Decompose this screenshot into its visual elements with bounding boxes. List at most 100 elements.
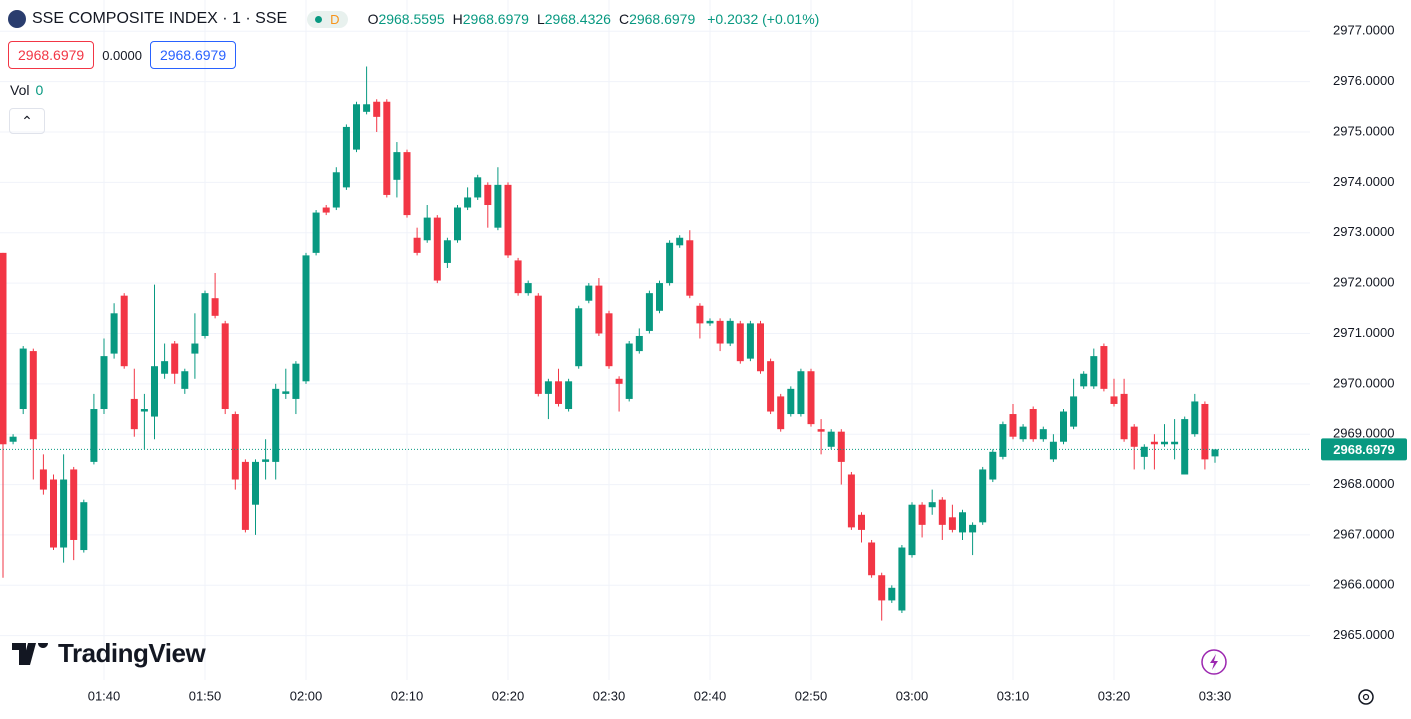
ohlc-value: 2968.6979 xyxy=(629,11,696,27)
candle-body xyxy=(474,177,482,198)
x-tick-label: 02:30 xyxy=(593,688,626,703)
candle xyxy=(90,393,98,465)
candle xyxy=(524,280,532,296)
candle-body xyxy=(80,502,88,551)
candle-body xyxy=(393,152,401,180)
candle xyxy=(1201,401,1209,470)
candle xyxy=(625,341,633,402)
candle xyxy=(231,411,239,490)
candle xyxy=(19,346,27,415)
candle-body xyxy=(908,504,916,556)
candle-body xyxy=(191,343,199,354)
candle xyxy=(656,280,663,314)
candle-body xyxy=(454,207,461,241)
candle xyxy=(252,459,259,535)
candle xyxy=(322,205,330,216)
candle xyxy=(292,361,300,415)
candle-body xyxy=(767,361,775,412)
collapse-button[interactable]: ⌃ xyxy=(9,108,45,134)
candle-body xyxy=(575,308,583,367)
candle xyxy=(1049,434,1057,462)
y-tick-label: 2977.0000 xyxy=(1333,23,1394,38)
candle-body xyxy=(757,323,764,372)
candle-body xyxy=(565,381,573,410)
candle-body xyxy=(1150,441,1158,445)
candle xyxy=(1039,426,1047,442)
candle-body xyxy=(292,363,300,399)
candle xyxy=(201,290,209,339)
candle-body xyxy=(716,320,724,344)
candle xyxy=(1181,416,1189,475)
candle xyxy=(868,539,876,578)
y-tick-label: 2970.0000 xyxy=(1333,375,1394,390)
candle xyxy=(130,368,138,437)
candle-body xyxy=(443,240,451,263)
price-boxes: 2968.6979 0.0000 2968.6979 xyxy=(8,41,237,69)
symbol-title[interactable]: SSE COMPOSITE INDEX · 1 · SSE xyxy=(32,10,288,27)
alert-icon xyxy=(1201,649,1227,675)
y-tick-label: 2966.0000 xyxy=(1333,577,1394,592)
candle-body xyxy=(403,152,411,216)
candle xyxy=(1110,378,1118,407)
candle-body xyxy=(1090,356,1098,387)
candle-body xyxy=(1191,401,1199,435)
last-price-tag xyxy=(1321,438,1407,461)
candle-body xyxy=(373,101,381,117)
candle xyxy=(332,167,340,211)
candle-body xyxy=(706,320,714,324)
candle-body xyxy=(29,351,37,440)
candle-body xyxy=(50,479,57,548)
buy-box[interactable]: 2968.6979 xyxy=(149,41,237,69)
candle xyxy=(544,378,552,420)
candle-body xyxy=(231,414,239,480)
candle xyxy=(504,182,512,258)
candle xyxy=(746,320,754,362)
candle xyxy=(363,66,371,115)
x-tick-label: 02:40 xyxy=(694,688,727,703)
volume: Vol 0 xyxy=(10,82,43,98)
candle-body xyxy=(312,212,320,253)
volume-value: 0 xyxy=(35,82,44,98)
change: +0.2032 (+0.01%) xyxy=(707,11,820,27)
candle xyxy=(797,368,805,417)
candle xyxy=(1100,343,1108,392)
status-badge[interactable]: D xyxy=(307,10,348,28)
candle xyxy=(80,499,88,553)
candle-body xyxy=(171,343,179,374)
candle xyxy=(1191,393,1199,437)
candle-body xyxy=(807,371,815,425)
candle xyxy=(181,368,189,394)
candle-body xyxy=(656,283,663,311)
candle-body xyxy=(544,381,552,394)
sell-box[interactable]: 2968.6979 xyxy=(8,41,95,69)
candle xyxy=(777,393,785,432)
candle xyxy=(1070,378,1078,430)
x-tick-label: 01:40 xyxy=(88,688,121,703)
candle-body xyxy=(140,409,148,412)
candle xyxy=(50,474,57,551)
candle-body xyxy=(60,479,68,548)
candle xyxy=(666,240,674,286)
candle-body xyxy=(1130,426,1138,447)
candle xyxy=(989,449,997,483)
candle-body xyxy=(1181,419,1189,475)
candle xyxy=(878,572,886,621)
candle xyxy=(1171,419,1179,460)
candle-body xyxy=(645,293,653,331)
candle-body xyxy=(0,252,7,445)
candle xyxy=(1161,424,1168,447)
candle-body xyxy=(625,343,633,399)
candle-body xyxy=(736,323,744,362)
candle-body xyxy=(797,371,805,415)
candle-body xyxy=(827,431,835,447)
candle-body xyxy=(938,499,946,525)
candle xyxy=(1080,371,1088,389)
candle-body xyxy=(464,197,472,208)
candle-body xyxy=(696,305,704,324)
candle-body xyxy=(1171,441,1179,445)
x-tick-label: 03:10 xyxy=(997,688,1030,703)
x-tick-label: 02:00 xyxy=(290,688,323,703)
candle xyxy=(635,328,643,354)
